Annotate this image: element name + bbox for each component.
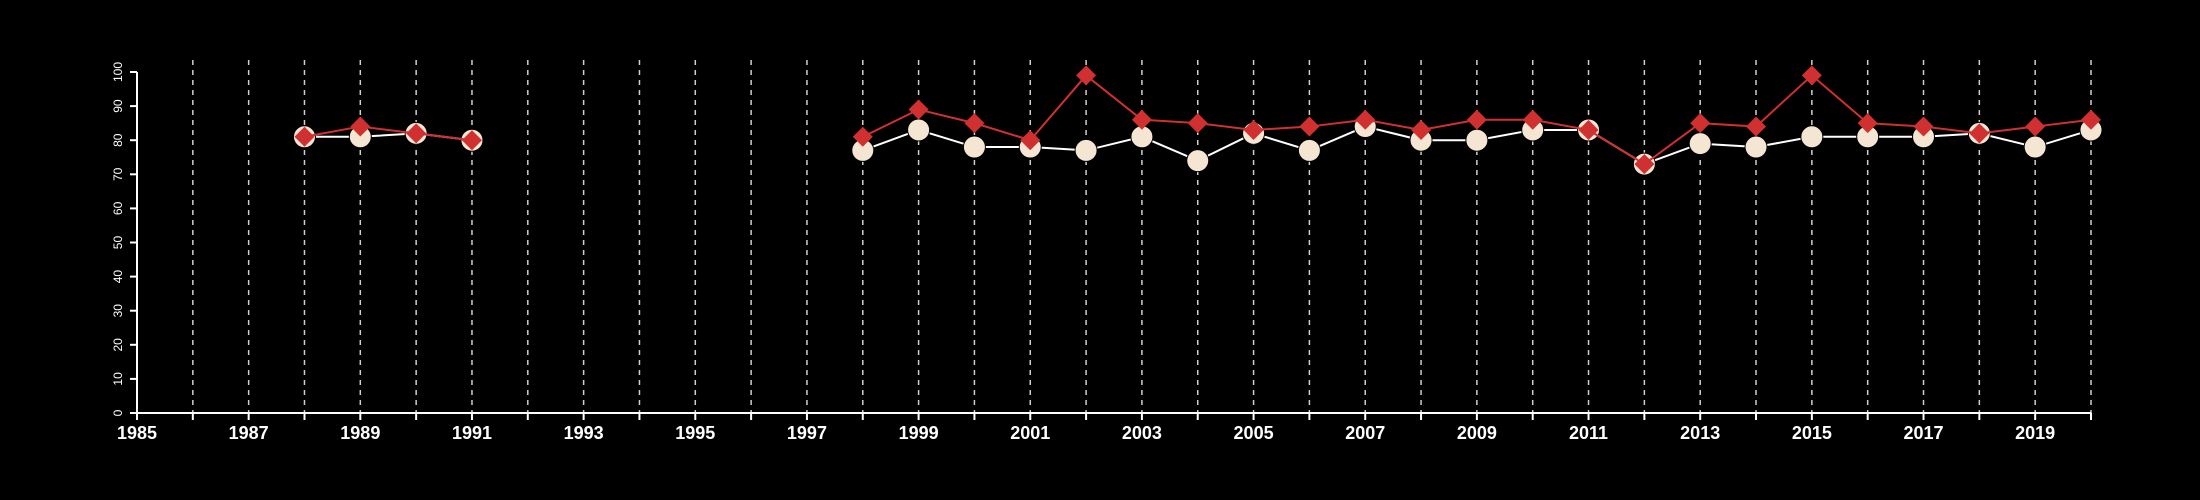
series-2 xyxy=(294,65,2101,175)
point-circle-1999 xyxy=(907,118,931,142)
point-circle-2019 xyxy=(2023,135,2047,159)
point-diamond-2002 xyxy=(1076,65,1097,86)
point-diamond-1989 xyxy=(350,116,371,137)
series-group xyxy=(292,65,2103,176)
point-diamond-2012 xyxy=(1634,154,1655,175)
x-tick-label: 1993 xyxy=(564,423,604,443)
point-circle-2006 xyxy=(1297,138,1321,162)
point-circle-2009 xyxy=(1465,128,1489,152)
point-circle-2002 xyxy=(1074,138,1098,162)
point-diamond-1999 xyxy=(908,99,929,120)
axes: 1985 1987 1989 1991 1993 1995 1997 1999 2001 2003… xyxy=(111,62,2092,443)
point-diamond-2014 xyxy=(1746,116,1767,137)
point-diamond-2017 xyxy=(1913,116,1934,137)
x-tick-label: 2017 xyxy=(1903,423,1943,443)
point-diamond-1990 xyxy=(406,123,427,144)
y-tick-label: 90 xyxy=(111,99,125,113)
point-circle-2013 xyxy=(1688,132,1712,156)
x-tick-label: 1989 xyxy=(340,423,380,443)
point-diamond-2009 xyxy=(1466,109,1487,130)
y-tick-label: 20 xyxy=(111,338,125,352)
point-diamond-2000 xyxy=(964,113,985,134)
y-tick-label: 50 xyxy=(111,236,125,250)
grid xyxy=(192,60,2092,413)
point-diamond-2013 xyxy=(1690,113,1711,134)
x-tick-label: 2009 xyxy=(1457,423,1497,443)
x-tick-label: 1987 xyxy=(229,423,269,443)
x-tick-label: 1997 xyxy=(787,423,827,443)
point-diamond-2001 xyxy=(1020,130,1041,151)
x-tick-label: 1991 xyxy=(452,423,492,443)
point-diamond-2004 xyxy=(1187,113,1208,134)
point-diamond-2007 xyxy=(1355,109,1376,130)
x-tick-label: 2003 xyxy=(1122,423,1162,443)
y-tick-label: 60 xyxy=(111,201,125,215)
point-diamond-2020 xyxy=(2081,109,2101,130)
point-diamond-2006 xyxy=(1299,116,1320,137)
point-diamond-2010 xyxy=(1522,109,1543,130)
point-diamond-2015 xyxy=(1801,65,1822,86)
y-tick-label: 30 xyxy=(111,304,125,318)
point-diamond-2019 xyxy=(2025,116,2046,137)
x-tick-label: 1995 xyxy=(675,423,715,443)
point-diamond-2016 xyxy=(1857,113,1878,134)
point-circle-2000 xyxy=(962,135,986,159)
y-tick-label: 40 xyxy=(111,270,125,284)
point-circle-2004 xyxy=(1186,149,1210,173)
x-tick-label: 2019 xyxy=(2015,423,2055,443)
point-diamond-2018 xyxy=(1969,123,1990,144)
point-diamond-2005 xyxy=(1243,119,1264,140)
point-diamond-2011 xyxy=(1578,119,1599,140)
point-diamond-1988 xyxy=(294,126,315,147)
x-tick-label: 2005 xyxy=(1234,423,1274,443)
series-1 xyxy=(292,115,2103,176)
x-tick-label: 2015 xyxy=(1792,423,1832,443)
point-diamond-1991 xyxy=(461,130,482,151)
x-tick-label: 2001 xyxy=(1010,423,1050,443)
y-tick-label: 0 xyxy=(111,409,125,416)
point-diamond-2003 xyxy=(1131,109,1152,130)
point-circle-2014 xyxy=(1744,135,1768,159)
y-tick-label: 10 xyxy=(111,372,125,386)
point-diamond-1998 xyxy=(852,126,873,147)
x-tick-label: 1999 xyxy=(899,423,939,443)
x-tick-label: 1985 xyxy=(117,423,157,443)
y-tick-label: 70 xyxy=(111,167,125,181)
x-tick-label: 2011 xyxy=(1569,423,1608,443)
series-2-line-segment-1 xyxy=(304,125,473,142)
x-tick-label: 2013 xyxy=(1680,423,1720,443)
y-tick-label: 100 xyxy=(111,62,125,82)
y-tick-label: 80 xyxy=(111,133,125,147)
point-diamond-2008 xyxy=(1411,119,1432,140)
point-circle-2015 xyxy=(1800,125,1824,149)
x-tick-label: 2007 xyxy=(1345,423,1385,443)
